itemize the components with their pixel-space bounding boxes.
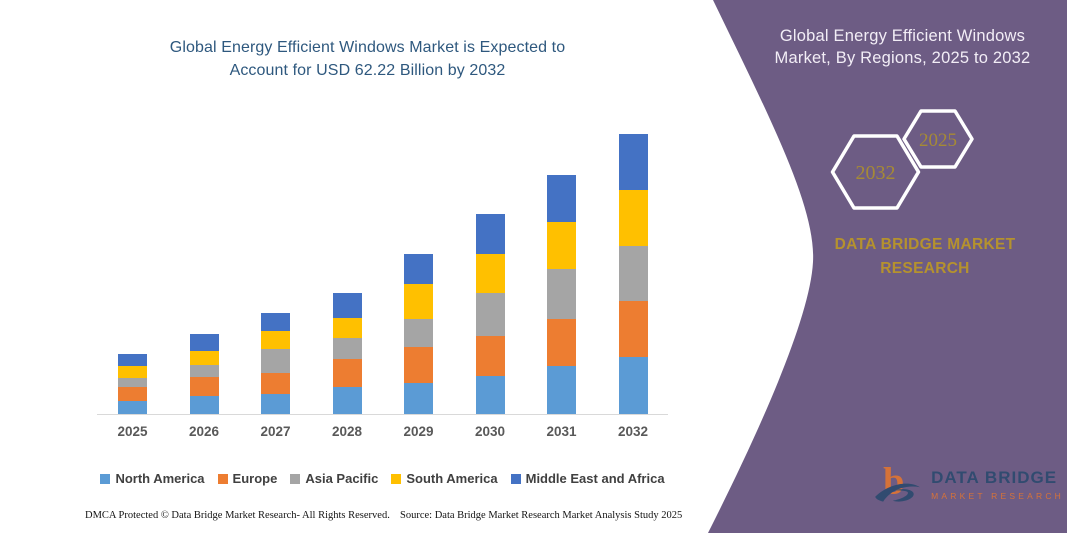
bar-segment-middle-east-and-africa: [547, 175, 576, 223]
x-axis-label-2032: 2032: [617, 424, 649, 439]
hexagon-2025: [902, 109, 974, 169]
hexagon-2032: [830, 134, 921, 210]
bar-segment-north-america: [261, 394, 290, 414]
chart-title-line2: Account for USD 62.22 Billion by 2032: [229, 62, 506, 80]
bar-segment-south-america: [618, 189, 648, 246]
logo-subtitle: MARKET RESEARCH: [931, 490, 1064, 501]
x-axis-label-2028: 2028: [331, 424, 363, 439]
logo-title: DATA BRIDGE: [931, 467, 1058, 487]
bar-segment-europe: [547, 319, 576, 366]
x-axis-labels: 2025 2026 2027 2028 2029 2030 2031 2032: [85, 424, 680, 444]
logo-text-block: DATA BRIDGE MARKET RESEARCH: [931, 468, 1064, 501]
legend-item-north-america: North America: [100, 471, 205, 486]
chart-title-line1: Global Energy Efficient Windows Market i…: [169, 39, 566, 56]
bar-segment-europe: [404, 347, 433, 383]
bar-2029: [404, 253, 433, 414]
bar-segment-asia-pacific: [618, 245, 648, 301]
bar-2027: [261, 313, 290, 414]
bar-segment-south-america: [118, 366, 147, 379]
legend-swatch-south-america: [391, 473, 402, 484]
bar-segment-europe: [261, 372, 290, 395]
x-axis-label-2025: 2025: [117, 424, 148, 439]
legend-item-south-america: South America: [391, 471, 498, 486]
bar-segment-asia-pacific: [547, 269, 576, 320]
footer-dmca-text: DMCA Protected © Data Bridge Market Rese…: [85, 510, 390, 521]
legend-swatch-europe: [217, 473, 228, 484]
footer-source-text: Source: Data Bridge Market Research Mark…: [400, 510, 683, 521]
x-axis-label-2029: 2029: [403, 424, 434, 439]
legend-label-north-america: North America: [115, 471, 205, 486]
bar-segment-asia-pacific: [404, 319, 433, 348]
bar-segment-europe: [332, 359, 362, 388]
bar-segment-north-america: [404, 382, 433, 414]
legend-label-south-america: South America: [406, 471, 498, 486]
bar-segment-asia-pacific: [118, 378, 147, 387]
x-axis-label-2031: 2031: [546, 424, 577, 439]
bar-segment-middle-east-and-africa: [118, 353, 147, 367]
panel-heading-line1: Global Energy Efficient Windows: [779, 27, 1026, 45]
legend-label-middle-east-and-africa: Middle East and Africa: [525, 471, 665, 486]
bar-2032: [618, 134, 648, 414]
x-axis-label-2027: 2027: [260, 424, 291, 439]
data-bridge-logo-icon: b: [875, 461, 920, 503]
bar-segment-south-america: [547, 222, 576, 270]
x-axis-label-2026: 2026: [188, 424, 220, 439]
bar-segment-north-america: [189, 395, 219, 414]
bar-2026: [189, 333, 219, 414]
bar-2025: [118, 353, 147, 414]
hexagon-2025-label: 2025: [919, 130, 957, 151]
bar-segment-middle-east-and-africa: [618, 134, 648, 190]
bar-segment-middle-east-and-africa: [404, 253, 433, 284]
legend-swatch-middle-east-and-africa: [510, 473, 521, 484]
bar-segment-north-america: [618, 357, 648, 414]
x-axis-label-2030: 2030: [474, 424, 506, 439]
bar-segment-middle-east-and-africa: [332, 292, 362, 318]
bar-segment-south-america: [404, 283, 433, 320]
bar-segment-north-america: [547, 365, 576, 414]
bar-segment-middle-east-and-africa: [261, 313, 290, 331]
legend-item-europe: Europe: [217, 471, 278, 486]
panel-heading: Global Energy Efficient Windows Market, …: [755, 25, 1050, 70]
legend-swatch-north-america: [100, 473, 111, 484]
bar-2031: [547, 175, 576, 414]
bar-2030: [475, 214, 505, 414]
bar-segment-europe: [189, 377, 219, 396]
bar-segment-north-america: [118, 400, 147, 414]
year-hexagons: 2032 2025: [830, 109, 974, 210]
legend-label-europe: Europe: [232, 471, 278, 486]
bar-segment-europe: [118, 386, 147, 401]
legend-swatch-asia-pacific: [290, 473, 301, 484]
bar-segment-asia-pacific: [332, 337, 362, 360]
bar-segment-south-america: [475, 254, 505, 293]
bar-segment-middle-east-and-africa: [189, 333, 219, 351]
bar-segment-south-america: [189, 350, 219, 366]
bar-segment-north-america: [475, 375, 505, 414]
legend-item-asia-pacific: Asia Pacific: [290, 471, 378, 486]
bar-segment-asia-pacific: [475, 292, 505, 336]
data-bridge-logo: b DATA BRIDGE MARKET RESEARCH: [872, 458, 1064, 510]
bar-segment-asia-pacific: [189, 365, 219, 378]
legend: North America Europe Asia Pacific South Ame…: [85, 471, 680, 486]
bar-segment-middle-east-and-africa: [475, 214, 505, 255]
x-axis-line: [97, 414, 668, 415]
bar-segment-asia-pacific: [261, 349, 290, 373]
legend-label-asia-pacific: Asia Pacific: [305, 471, 379, 486]
bar-segment-europe: [618, 300, 648, 358]
legend-item-middle-east-and-africa: Middle East and Africa: [510, 471, 665, 486]
plot-area: [85, 100, 680, 415]
panel-heading-line2: Market, By Regions, 2025 to 2032: [774, 49, 1031, 68]
bar-segment-south-america: [261, 330, 290, 350]
bar-segment-south-america: [332, 317, 362, 338]
bar-segment-europe: [475, 335, 505, 376]
hexagon-2032-label: 2032: [856, 162, 896, 184]
chart-title: Global Energy Efficient Windows Market i…: [85, 36, 650, 82]
bar-2028: [332, 292, 362, 414]
brand-name: DATA BRIDGE MARKET RESEARCH: [834, 236, 1016, 278]
bar-segment-north-america: [332, 387, 362, 414]
